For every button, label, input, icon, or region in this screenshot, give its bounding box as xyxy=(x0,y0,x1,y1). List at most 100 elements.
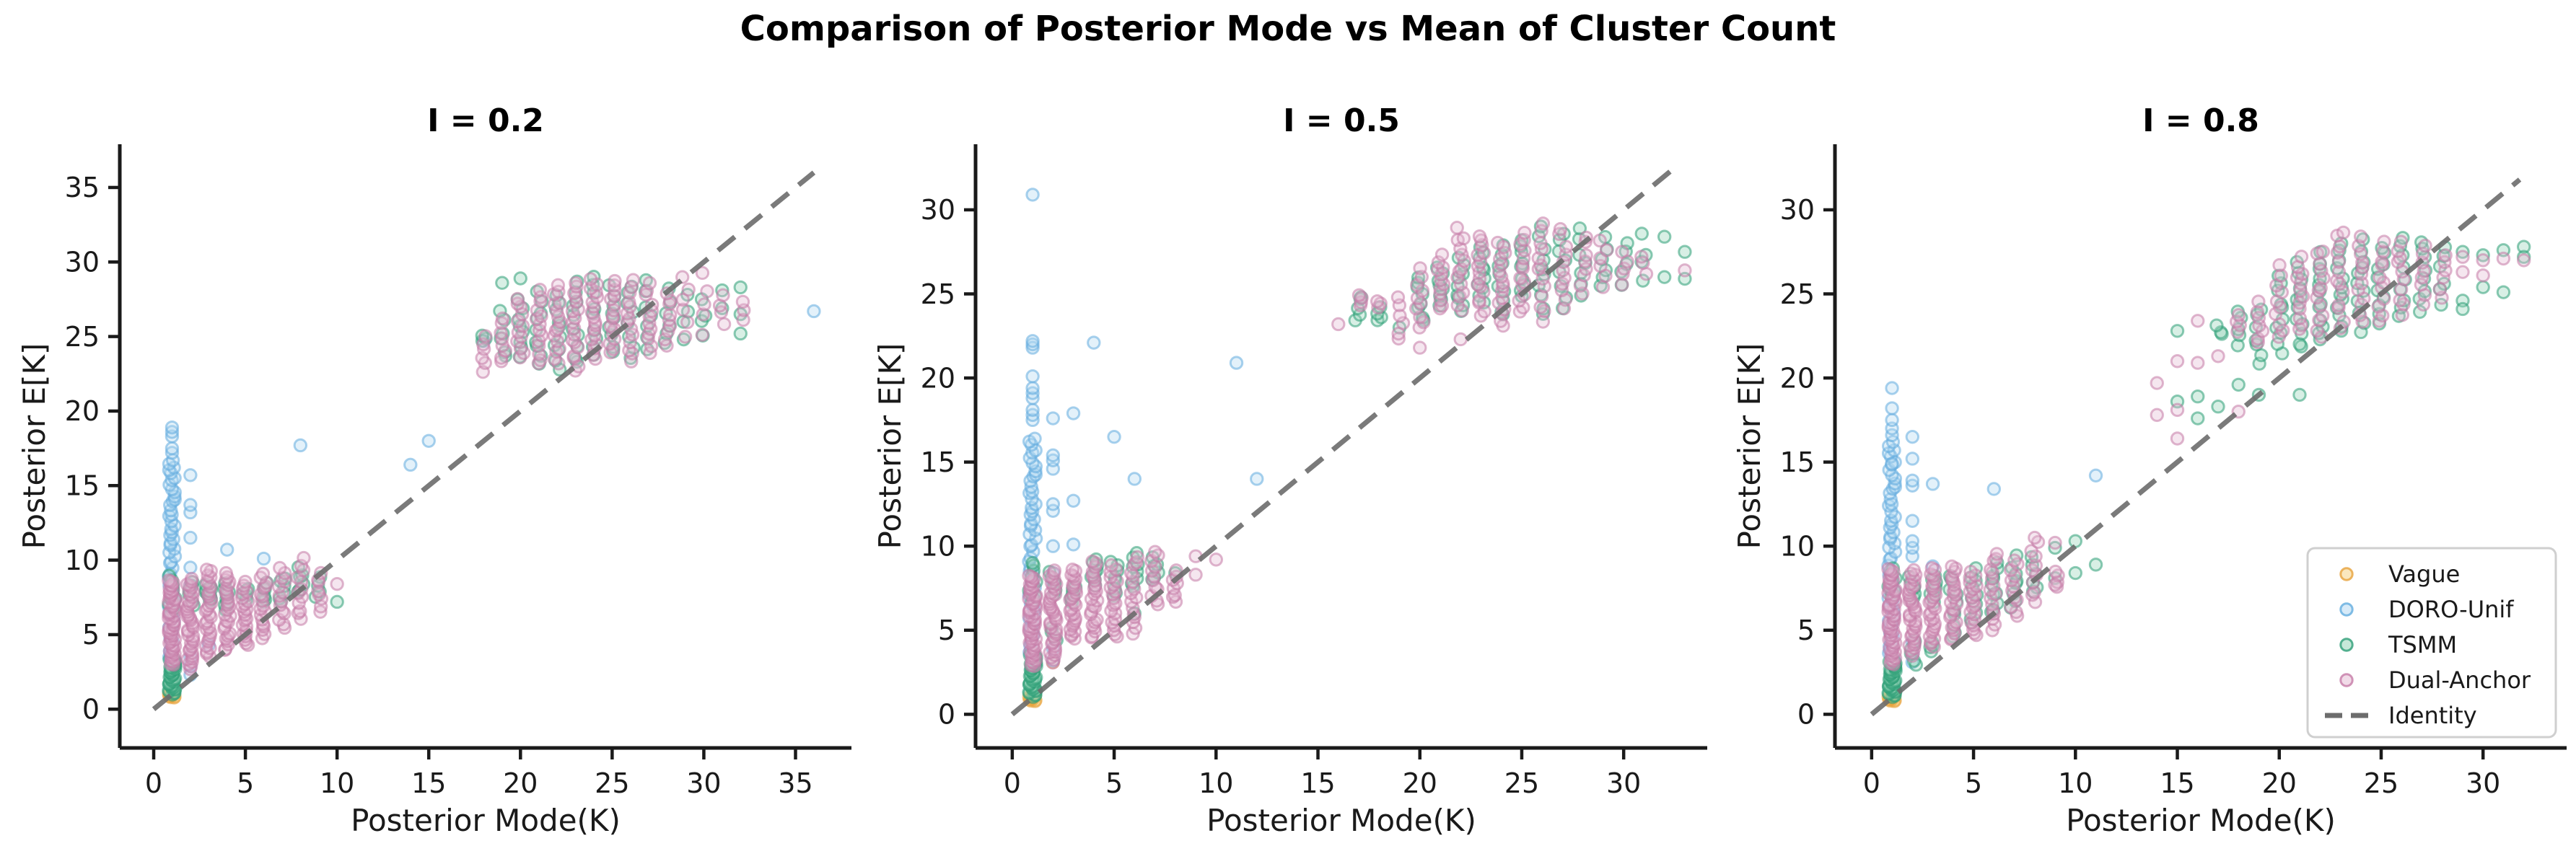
data-point xyxy=(1130,550,1145,565)
data-point xyxy=(2438,248,2453,263)
data-point xyxy=(675,302,691,317)
y-axis-label: Posterior E[K] xyxy=(872,343,908,550)
data-point xyxy=(513,271,527,286)
data-point xyxy=(1572,221,1587,236)
data-point xyxy=(165,441,180,456)
data-point xyxy=(1390,290,1406,304)
data-point xyxy=(675,292,690,307)
data-point xyxy=(1553,221,1568,237)
data-point xyxy=(2272,257,2287,273)
data-point xyxy=(2355,260,2370,275)
data-point xyxy=(1885,401,1899,415)
data-point xyxy=(1028,431,1042,446)
data-point xyxy=(273,560,287,576)
data-point xyxy=(1331,317,1346,332)
series-dual-anchor xyxy=(1881,225,2531,671)
data-point xyxy=(2088,558,2103,572)
data-point xyxy=(1450,221,1464,235)
data-point xyxy=(1579,248,1593,263)
legend-marker-tsmm xyxy=(2339,638,2354,652)
data-point xyxy=(1963,564,1978,579)
data-point xyxy=(697,297,711,312)
data-point xyxy=(1881,562,1896,576)
data-point xyxy=(1025,369,1040,384)
data-point xyxy=(2331,265,2347,279)
data-point xyxy=(1127,472,1142,486)
legend-label-dual: Dual-Anchor xyxy=(2388,666,2531,694)
data-point xyxy=(2170,431,2185,446)
data-point xyxy=(733,326,748,341)
y-tick-label: 30 xyxy=(921,194,955,226)
data-point xyxy=(1885,381,1899,395)
data-point xyxy=(1472,229,1487,244)
data-point xyxy=(626,273,641,287)
data-point xyxy=(2007,553,2022,568)
y-axis-label: Posterior E[K] xyxy=(17,343,52,550)
data-point xyxy=(2230,338,2245,353)
data-point xyxy=(735,294,750,309)
y-tick-label: 0 xyxy=(82,694,100,726)
y-axis-label: Posterior E[K] xyxy=(1732,343,1767,550)
data-point xyxy=(1517,225,1532,240)
y-tick-label: 25 xyxy=(1780,278,1815,310)
data-point xyxy=(183,560,198,575)
data-point xyxy=(1022,568,1036,583)
data-point xyxy=(495,276,509,290)
data-point xyxy=(167,489,182,504)
data-point xyxy=(494,325,508,340)
data-point xyxy=(2250,304,2265,320)
data-point xyxy=(2024,544,2038,558)
y-tick-label: 5 xyxy=(82,619,100,651)
data-point xyxy=(1516,300,1530,315)
data-point xyxy=(1434,247,1450,262)
data-point xyxy=(2191,356,2205,370)
data-point xyxy=(1453,277,1468,291)
data-point xyxy=(183,498,198,512)
data-point xyxy=(2294,250,2309,264)
series-dual-anchor xyxy=(162,265,751,677)
data-point xyxy=(1905,451,1920,466)
data-point xyxy=(1491,235,1505,250)
y-tick-label: 5 xyxy=(1797,614,1815,646)
data-point xyxy=(2516,253,2531,268)
data-point xyxy=(403,457,418,472)
data-point xyxy=(238,574,253,589)
panel-title: I = 0.2 xyxy=(427,102,544,139)
data-point xyxy=(2292,311,2308,325)
data-point xyxy=(1535,216,1551,231)
data-point xyxy=(1209,552,1223,567)
data-point xyxy=(2476,268,2490,283)
data-point xyxy=(2048,564,2063,579)
data-point xyxy=(297,550,311,565)
data-point xyxy=(1535,314,1551,329)
data-point xyxy=(680,315,695,330)
data-point xyxy=(1599,243,1614,257)
data-point xyxy=(1905,473,1920,488)
data-point xyxy=(1046,539,1061,553)
data-point xyxy=(2048,578,2062,592)
data-point xyxy=(2476,253,2490,268)
data-point xyxy=(1634,226,1649,241)
data-point xyxy=(1025,402,1040,418)
data-point xyxy=(1413,261,1427,276)
data-point xyxy=(495,311,510,326)
data-point xyxy=(476,342,491,356)
x-tick-label: 0 xyxy=(1004,767,1021,799)
data-point xyxy=(2231,308,2246,322)
data-point xyxy=(1025,381,1040,395)
data-point xyxy=(2331,298,2346,313)
data-point xyxy=(2027,585,2041,600)
data-point xyxy=(219,565,233,581)
data-point xyxy=(2377,234,2391,249)
data-point xyxy=(1986,482,2002,496)
data-point xyxy=(1087,335,1101,350)
data-point xyxy=(162,573,176,588)
x-tick-label: 30 xyxy=(1606,767,1641,799)
data-point xyxy=(1989,547,2005,561)
y-tick-label: 10 xyxy=(1780,531,1815,563)
data-point xyxy=(1148,545,1162,559)
data-point xyxy=(183,468,198,483)
data-point xyxy=(165,446,180,460)
data-point xyxy=(1393,308,1407,323)
y-tick-label: 10 xyxy=(65,545,100,576)
